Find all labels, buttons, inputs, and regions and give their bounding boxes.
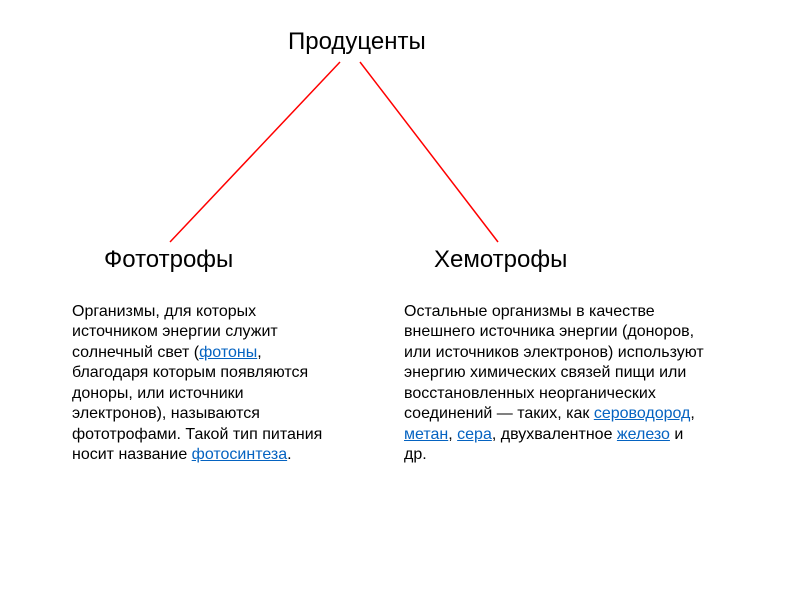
phototrophs-title: Фототрофы [104, 246, 233, 274]
term-link[interactable]: фотоны [199, 344, 257, 361]
phototrophs-description: Организмы, для которых источником энерги… [72, 302, 324, 466]
term-link[interactable]: фотосинтеза [192, 446, 287, 463]
chemotrophs-title: Хемотрофы [434, 246, 567, 274]
edge-right [360, 62, 498, 242]
chemotrophs-description: Остальные организмы в качестве внешнего … [404, 302, 704, 466]
edge-left [170, 62, 340, 242]
connector-lines [0, 0, 800, 600]
term-link[interactable]: сера [457, 426, 492, 443]
root-node-title: Продуценты [288, 28, 426, 56]
term-link[interactable]: сероводород [594, 405, 691, 422]
term-link[interactable]: железо [617, 426, 670, 443]
diagram-canvas: Продуценты Фототрофы Хемотрофы Организмы… [0, 0, 800, 600]
term-link[interactable]: метан [404, 426, 448, 443]
